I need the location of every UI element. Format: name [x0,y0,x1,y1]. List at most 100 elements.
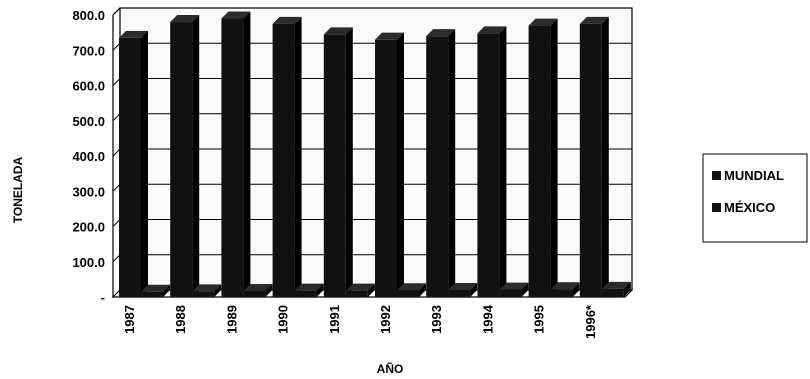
x-tick-label: 1993 [429,305,444,334]
bar-top [528,18,558,26]
bar-top [345,283,375,291]
bar-front [170,22,193,298]
bar-mundial-1988 [170,15,200,298]
y-tick-label: - [101,290,105,305]
bar-top [499,282,529,290]
bar-top [119,30,148,38]
bar-side [521,282,529,297]
bar-top [272,16,302,24]
bar-side [499,26,507,298]
bar-side [470,282,478,297]
bar-front [601,288,624,297]
y-tick-label: 800.0 [72,8,105,23]
bar-top [601,281,631,289]
grid-line-depth [112,7,121,16]
grid-line-depth [112,219,121,227]
bar-side [345,27,353,297]
bar-front [499,289,522,297]
grid-line-depth [112,254,121,263]
legend-swatch-mexico [712,203,721,212]
bar-top [397,283,426,291]
bar-front [221,18,244,298]
bar-front [272,23,295,297]
x-tick-label: 1989 [224,305,239,334]
bar-méxico-1993 [448,282,478,297]
bar-side [623,281,631,297]
bar-méxico-1996* [601,281,631,297]
bar-front [345,290,368,297]
bar-top [477,26,507,34]
bar-front [294,290,317,297]
bar-side [243,11,251,298]
bar-front [477,33,500,298]
bar-mundial-1991 [323,27,353,297]
x-tick-label: 1995 [532,305,547,334]
bars [119,11,631,298]
bar-mundial-1996* [579,16,609,297]
bar-front [426,36,449,298]
bar-méxico-1994 [499,282,529,297]
bar-mundial-1992 [375,32,404,298]
bar-mundial-1987 [119,30,148,297]
bar-side [601,16,609,297]
grid-line-depth [112,183,121,192]
y-tick-labels: - 100.0 200.0 300.0 400.0 500.0 600.0 700.0 800.… [72,8,105,305]
bar-mundial-1989 [221,11,251,298]
legend-label-mundial: MUNDIAL [724,168,784,183]
bar-méxico-1989 [243,284,273,297]
bar-top [294,283,324,291]
y-tick-label: 400.0 [72,149,105,164]
bar-front [397,290,419,297]
bar-top [192,284,222,292]
bar-top [550,282,580,290]
bar-side [572,282,580,297]
legend: MUNDIAL MÉXICO [702,153,808,243]
legend-swatch-mundial [712,171,721,180]
bar-side [294,16,302,297]
bar-top [170,15,200,23]
x-tick-label: 1991 [327,305,342,334]
bar-side [192,15,200,298]
bar-front [141,291,163,297]
bar-front [375,39,397,298]
bar-side [550,18,558,297]
bar-side [265,284,273,297]
y-tick-label: 100.0 [72,255,105,270]
bar-front [192,291,215,297]
bar-side [448,29,456,298]
bar-side [141,30,148,297]
legend-box [702,153,808,243]
bar-méxico-1991 [345,283,375,297]
bar-méxico-1987 [141,284,170,297]
bar-side [214,284,222,297]
bar-mundial-1995 [528,18,558,297]
bar-top [141,284,170,292]
x-tick-label: 1990 [276,305,291,334]
bar-top [243,284,273,292]
x-tick-label: 1992 [378,305,393,334]
bar-side [419,283,426,297]
grid-line-depth [112,148,121,157]
bar-top [375,32,404,40]
legend-label-mexico: MÉXICO [724,200,775,215]
bar-front [323,34,346,297]
bar-side [397,32,404,298]
bar-mundial-1993 [426,29,456,298]
bar-top [221,11,251,19]
bar-top [426,29,456,37]
bar-mundial-1990 [272,16,302,297]
bar-front [579,23,602,297]
bar-front [448,289,471,297]
x-tick-label: 1994 [480,304,495,334]
bar-mundial-1994 [477,26,507,298]
bar-méxico-1990 [294,283,324,297]
grid-line-depth [112,113,121,122]
bar-front [528,25,551,297]
bar-top [448,282,478,290]
y-tick-label: 200.0 [72,220,105,235]
bar-side [163,284,170,297]
bar-méxico-1992 [397,283,426,297]
bar-side [316,283,324,297]
x-tick-label: 1988 [173,305,188,334]
